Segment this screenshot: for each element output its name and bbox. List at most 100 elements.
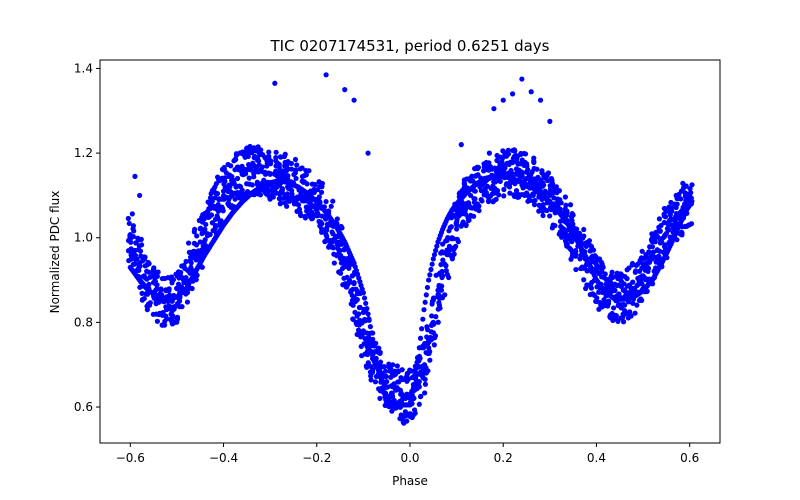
data-point (557, 206, 563, 212)
data-point (212, 222, 218, 228)
data-point (177, 290, 183, 296)
data-point (419, 363, 425, 370)
data-point (549, 225, 555, 231)
data-point (171, 295, 178, 301)
data-point (412, 372, 418, 378)
data-point (209, 189, 216, 195)
data-point (228, 163, 234, 169)
data-point (198, 254, 205, 260)
data-point (318, 189, 325, 195)
data-point (564, 208, 570, 214)
data-point (499, 159, 505, 165)
data-point (468, 192, 474, 199)
model-curve-point (424, 284, 431, 291)
data-point (540, 212, 546, 219)
data-point (484, 164, 491, 170)
data-point (169, 280, 175, 286)
data-point (373, 340, 379, 346)
data-point (501, 193, 507, 199)
data-point (154, 318, 161, 324)
data-point (126, 258, 132, 264)
data-point (565, 218, 571, 224)
data-point (159, 275, 165, 282)
data-point (278, 200, 284, 206)
data-point (223, 170, 229, 176)
data-point (383, 384, 389, 390)
data-point (471, 188, 477, 194)
data-point (318, 219, 324, 225)
data-point (489, 172, 495, 178)
x-tick-label: 0.0 (400, 451, 419, 465)
data-point (618, 271, 624, 277)
data-point (527, 177, 533, 183)
data-point (284, 203, 290, 209)
outlier-point (537, 97, 544, 103)
data-point (279, 186, 285, 192)
y-tick-label: 0.8 (74, 315, 93, 329)
data-point (373, 364, 379, 370)
data-point (469, 173, 475, 179)
data-point (178, 273, 184, 279)
data-point (484, 193, 491, 199)
data-point (634, 302, 640, 308)
data-point (658, 261, 664, 267)
data-point (457, 190, 463, 196)
data-point (178, 269, 184, 276)
data-point (233, 156, 239, 163)
data-point (321, 204, 327, 210)
data-point (644, 260, 650, 266)
data-point (169, 313, 176, 319)
data-point (242, 171, 249, 177)
data-point (226, 196, 232, 203)
data-point (317, 223, 323, 229)
data-point (458, 209, 464, 215)
data-point (439, 249, 445, 255)
data-point (606, 282, 613, 288)
data-point (573, 266, 579, 273)
data-point (177, 304, 183, 310)
data-point (326, 208, 332, 214)
data-point (308, 195, 314, 202)
data-point (581, 277, 587, 283)
data-point (381, 374, 387, 380)
data-point (404, 418, 410, 424)
data-point (471, 199, 477, 205)
data-point (272, 170, 278, 177)
data-point (668, 199, 674, 206)
data-point (317, 200, 323, 206)
data-point (432, 333, 439, 339)
x-axis-label: Phase (392, 474, 428, 488)
data-point (135, 235, 141, 241)
data-point (567, 202, 574, 208)
data-point (681, 185, 687, 191)
data-point (203, 221, 209, 228)
data-point (632, 269, 638, 275)
data-point (428, 337, 434, 343)
data-point (244, 189, 251, 195)
data-point (540, 192, 546, 199)
data-point (314, 207, 320, 213)
data-point (154, 298, 161, 304)
data-point (345, 255, 351, 262)
data-point (237, 166, 243, 172)
data-point (454, 236, 460, 242)
outlier-point (342, 87, 348, 93)
data-point (144, 303, 150, 309)
data-point (163, 304, 169, 310)
data-point (187, 258, 193, 264)
data-point (256, 189, 262, 195)
plot-marks (125, 72, 695, 426)
data-point (341, 264, 347, 270)
data-point (183, 274, 189, 281)
data-point (137, 248, 144, 254)
y-axis: 0.6 0.8 1.0 1.2 1.4 (74, 61, 100, 414)
data-point (242, 166, 249, 173)
data-point (270, 187, 276, 194)
data-point (397, 404, 403, 410)
data-point (682, 208, 688, 214)
data-point (459, 203, 465, 209)
data-point (674, 237, 680, 243)
data-point (662, 233, 668, 239)
data-point (639, 287, 645, 294)
data-point (161, 322, 168, 328)
